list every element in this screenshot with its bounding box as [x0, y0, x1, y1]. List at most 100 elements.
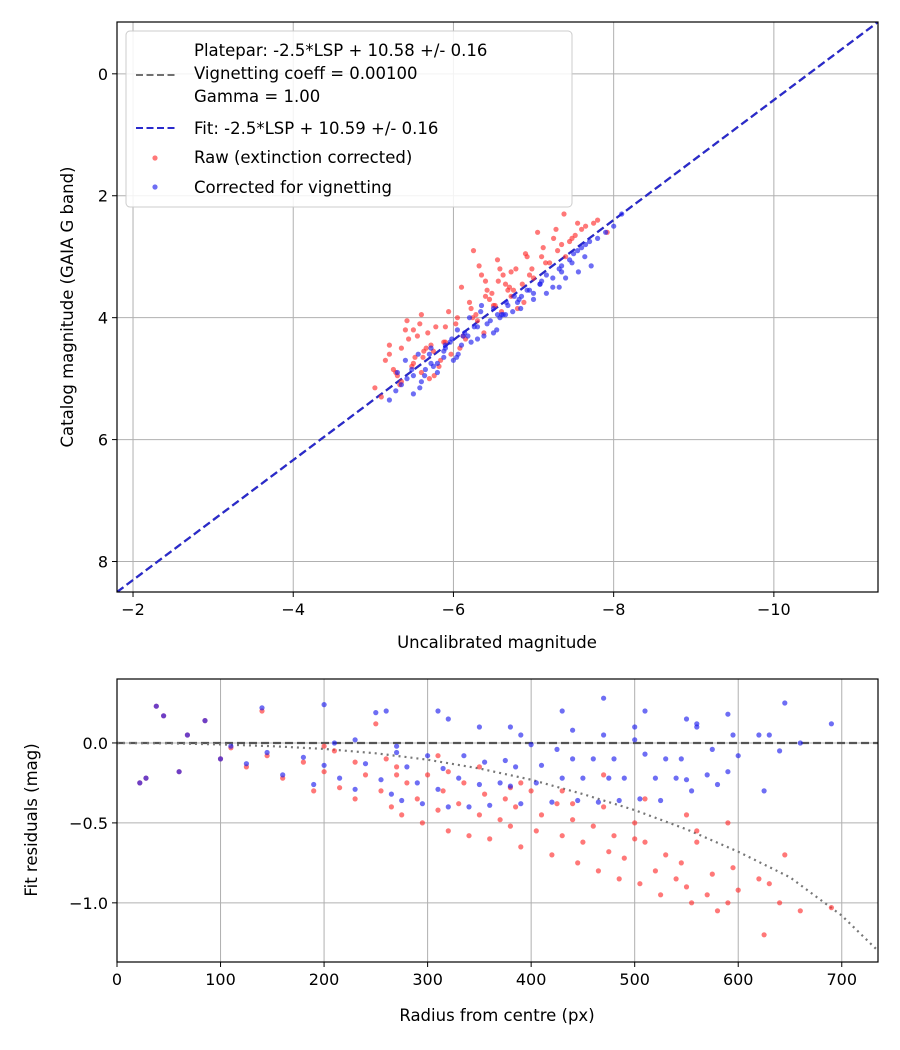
bottom-corrected-for-vignetting-point	[378, 777, 384, 783]
bottom-raw-extinction-corrected-point	[321, 769, 327, 775]
top-corrected-for-vignetting-point	[595, 235, 601, 241]
top-corrected-for-vignetting-point	[471, 324, 477, 330]
bottom-grid	[116, 679, 878, 962]
top-corrected-for-vignetting-point	[410, 391, 416, 397]
top-raw-extinction-corrected-point	[497, 266, 503, 272]
bottom-raw-extinction-corrected-point	[425, 772, 431, 778]
bottom-corrected-for-vignetting-point	[383, 708, 389, 714]
bottom-corrected-for-vignetting-point	[621, 775, 627, 781]
top-raw-extinction-corrected-point	[521, 299, 527, 305]
bottom-corrected-for-vignetting-point	[694, 721, 700, 727]
top-corrected-for-vignetting-point	[550, 275, 556, 281]
bottom-vignetting-model-line	[117, 741, 878, 952]
bottom-corrected-for-vignetting-point	[828, 721, 835, 727]
top-raw-extinction-corrected-point	[595, 217, 601, 223]
top-corrected-for-vignetting-point	[426, 351, 432, 357]
bottom-corrected-for-vignetting-point	[601, 695, 607, 701]
bottom-raw-extinction-corrected-point	[554, 801, 560, 807]
bottom-corrected-for-vignetting-point	[414, 780, 420, 786]
top-raw-extinction-corrected-point	[433, 324, 439, 330]
legend-corrected-entry: Corrected for vignetting	[194, 178, 392, 197]
top-corrected-for-vignetting-point	[556, 284, 562, 290]
top-corrected-for-vignetting-point	[559, 263, 565, 269]
bottom-corrected-for-vignetting-point	[652, 775, 659, 781]
top-raw-extinction-corrected-point	[505, 287, 511, 293]
bottom-corrected-for-vignetting-point	[528, 742, 534, 748]
bottom-raw-extinction-corrected-point	[570, 817, 576, 823]
bottom-corrected-for-vignetting-point	[595, 799, 602, 805]
top-corrected-for-vignetting-point	[466, 315, 473, 321]
top-corrected-for-vignetting-point	[603, 229, 609, 235]
bottom-raw-extinction-corrected-point	[575, 860, 581, 866]
bottom-raw-extinction-corrected-point	[502, 796, 508, 802]
bottom-corrected-for-vignetting-point	[559, 775, 565, 781]
bottom-corrected-for-vignetting-point	[616, 797, 622, 804]
bottom-corrected-for-vignetting-point	[637, 796, 643, 802]
top-raw-extinction-corrected-point	[482, 278, 489, 284]
bottom-corrected-for-vignetting-point	[601, 732, 607, 738]
top-corrected-for-vignetting-point	[490, 305, 497, 312]
legend-vignetting-entry: Vignetting coeff = 0.00100	[194, 64, 418, 83]
top-corrected-for-vignetting-point	[422, 366, 428, 373]
bottom-raw-extinction-corrected-point	[673, 876, 679, 882]
bottom-raw-extinction-corrected-point	[658, 892, 664, 898]
top-corrected-for-vignetting-point	[498, 312, 505, 318]
bottom-corrected-for-vignetting-point	[259, 705, 265, 711]
legend-platepar-entry: Platepar: -2.5*LSP + 10.58 +/- 0.16	[194, 41, 487, 60]
top-corrected-for-vignetting-point	[458, 342, 465, 348]
top-corrected-for-vignetting-point	[511, 293, 517, 299]
top-corrected-for-vignetting-point	[494, 312, 501, 318]
top-x-tick-label: −10	[757, 600, 791, 619]
top-raw-extinction-corrected-point	[458, 284, 465, 290]
bottom-corrected-for-vignetting-point	[352, 737, 358, 743]
top-y-tick-label: 8	[98, 553, 108, 572]
top-raw-extinction-corrected-point	[473, 312, 479, 318]
top-corrected-for-vignetting-point	[454, 327, 460, 333]
top-corrected-for-vignetting-point	[465, 333, 471, 339]
bottom-raw-extinction-corrected-point	[378, 788, 384, 794]
top-raw-extinction-corrected-point	[382, 357, 388, 363]
bottom-x-tick-label: 700	[826, 970, 857, 989]
top-raw-extinction-corrected-point	[489, 290, 495, 296]
bottom-corrected-for-vignetting-point	[632, 724, 638, 730]
top-raw-extinction-corrected-point	[579, 226, 585, 232]
top-corrected-for-vignetting-point	[588, 263, 594, 269]
top-corrected-for-vignetting-point	[487, 318, 493, 324]
bottom-raw-extinction-corrected-point	[777, 900, 783, 906]
top-raw-extinction-corrected-point	[551, 235, 557, 241]
bottom-corrected-for-vignetting-point	[683, 716, 690, 722]
bottom-raw-extinction-corrected-point	[394, 772, 400, 778]
top-raw-extinction-corrected-point	[508, 269, 514, 275]
top-lines	[117, 22, 878, 592]
bottom-corrected-for-vignetting-point	[440, 765, 446, 772]
bottom-corrected-for-vignetting-point	[445, 716, 451, 722]
top-raw-extinction-corrected-point	[513, 266, 519, 272]
top-corrected-for-vignetting-point	[404, 376, 410, 382]
top-fit-line	[117, 22, 878, 592]
bottom-raw-extinction-corrected-point	[828, 905, 835, 911]
bottom-raw-extinction-corrected-point	[725, 820, 731, 826]
bottom-raw-extinction-corrected-point	[487, 836, 493, 842]
bottom-raw-extinction-corrected-point	[652, 868, 659, 874]
legend-gamma-entry: Gamma = 1.00	[194, 87, 320, 106]
bottom-raw-extinction-corrected-point	[601, 772, 607, 778]
bottom-corrected-for-vignetting-point	[673, 775, 679, 781]
bottom-corrected-for-vignetting-point	[777, 748, 783, 754]
bottom-raw-extinction-corrected-point	[590, 823, 596, 829]
bottom-corrected-for-vignetting-point	[580, 775, 586, 781]
top-raw-extinction-corrected-point	[494, 257, 501, 263]
top-corrected-for-vignetting-point	[526, 287, 533, 293]
bottom-lines	[117, 741, 878, 952]
top-raw-extinction-corrected-point	[530, 275, 537, 281]
bottom-ticks: 0 100 200 300 400 500 600 700 0.0 −0.5 −1.0	[69, 734, 857, 989]
top-raw-extinction-corrected-point	[583, 223, 589, 229]
bottom-raw-extinction-corrected-point	[683, 884, 690, 890]
bottom-corrected-for-vignetting-point	[678, 756, 684, 762]
top-raw-extinction-corrected-point	[486, 296, 493, 302]
bottom-raw-extinction-corrected-point	[404, 780, 410, 786]
top-corrected-for-vignetting-point	[559, 269, 565, 275]
top-raw-extinction-corrected-point	[519, 281, 525, 287]
bottom-raw-extinction-corrected-point	[435, 753, 441, 759]
bottom-corrected-for-vignetting-point	[321, 702, 327, 708]
